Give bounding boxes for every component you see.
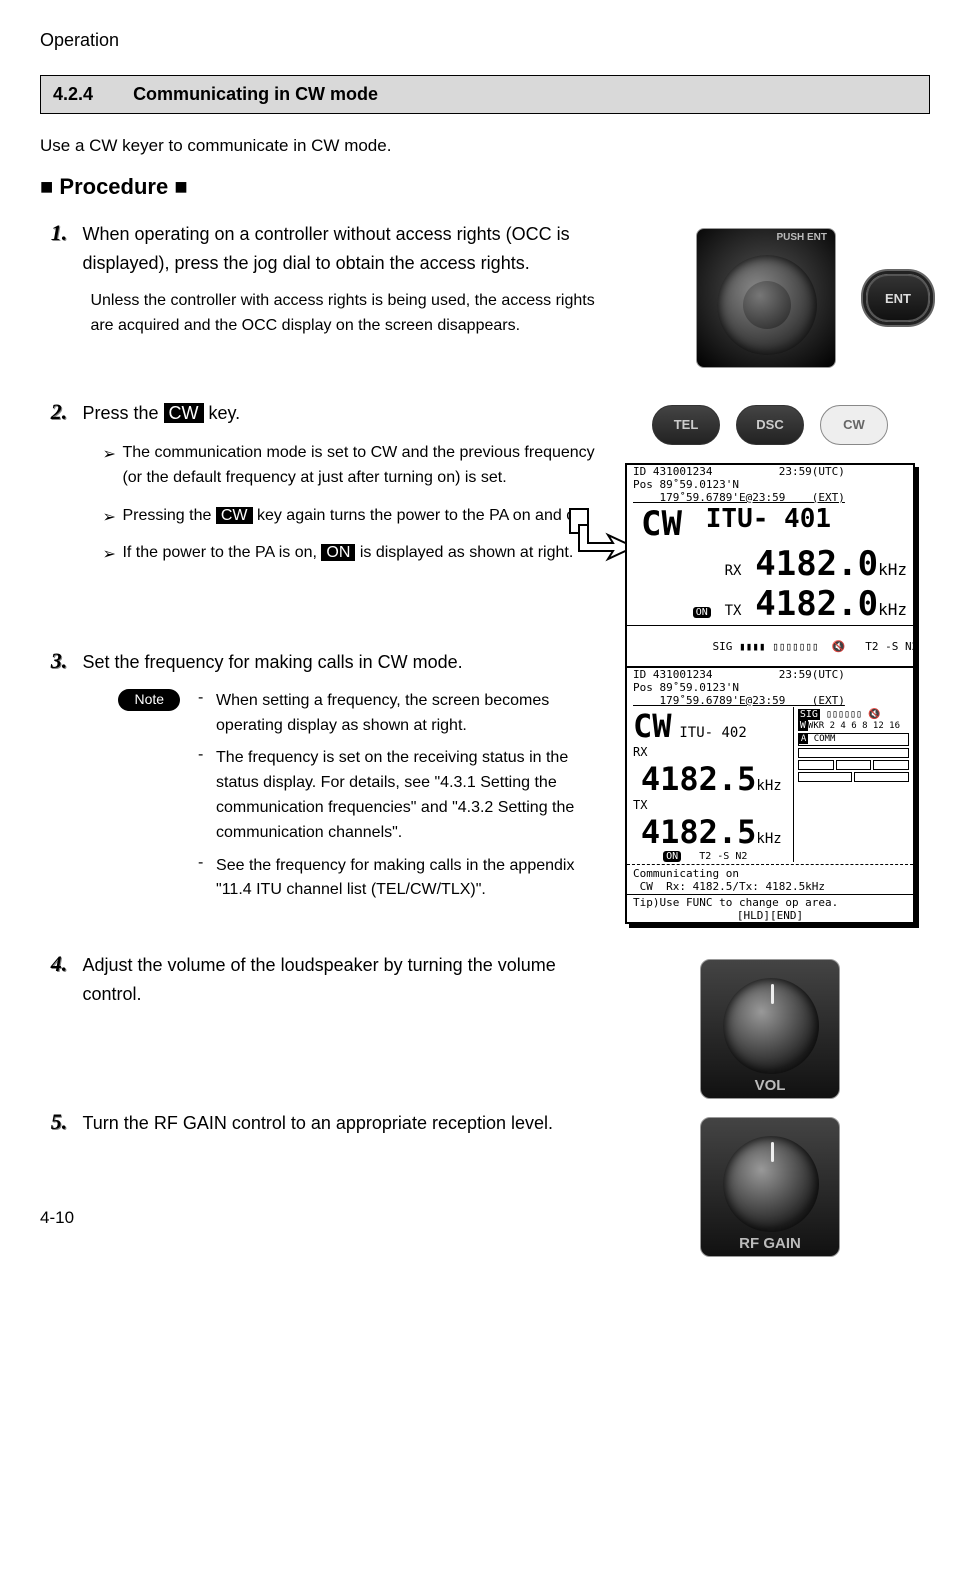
chevron-right-icon: ➢ xyxy=(102,442,115,468)
rfgain-knob: RF GAIN xyxy=(700,1117,840,1257)
tip-label: Tip)Use FUNC to change op area. xyxy=(627,896,913,909)
step-number: 2. xyxy=(40,399,78,425)
chevron-right-icon: ➢ xyxy=(102,505,115,531)
intro-text: Use a CW keyer to communicate in CW mode… xyxy=(40,136,930,156)
text: is displayed as shown at right. xyxy=(355,544,573,561)
text: Press the xyxy=(82,403,163,423)
step-number: 3. xyxy=(40,648,78,674)
step-3: 3. Set the frequency for making calls in… xyxy=(40,648,930,911)
text: If the power to the PA is on, xyxy=(122,544,321,561)
step-number: 5. xyxy=(40,1109,78,1135)
khz-label: kHz xyxy=(756,778,781,794)
lcd-itu: ITU- 402 xyxy=(679,725,746,741)
step2-bullet: ➢ If the power to the PA is on, ON is di… xyxy=(102,540,602,566)
chevron-right-icon: ➢ xyxy=(102,542,115,568)
lcd-pos-row: Pos 89˚59.0123'N xyxy=(627,681,913,694)
step5-main: Turn the RF GAIN control to an appropria… xyxy=(82,1109,602,1138)
on-key-label: ON xyxy=(321,544,355,561)
text: The communication mode is set to CW and … xyxy=(122,444,594,487)
note1: When setting a frequency, the screen bec… xyxy=(216,689,602,739)
on-pill: ON xyxy=(663,851,681,862)
divider xyxy=(627,864,913,865)
rx-value: 4182.0 xyxy=(755,544,878,584)
step1-sub: Unless the controller with access rights… xyxy=(90,288,602,339)
step-number: 4. xyxy=(40,951,78,977)
cw-key-label: CW xyxy=(164,403,204,423)
push-ent-label: PUSH ENT xyxy=(776,232,827,243)
step2-bullet: ➢ Pressing the CW key again turns the po… xyxy=(102,503,602,529)
dash-icon: - xyxy=(198,746,216,845)
lcd-pos-row2: 179˚59.6789'E@23:59 (EXT) xyxy=(627,491,913,504)
sig-label: SIG xyxy=(798,709,820,720)
figure-step1: PUSH ENT ENT xyxy=(610,220,930,368)
note3: See the frequency for making calls in th… xyxy=(216,854,602,904)
cw-button: CW xyxy=(820,405,888,445)
vol-label: VOL xyxy=(701,1077,839,1094)
step-2: 2. Press the CW key. ➢ The communication… xyxy=(40,399,930,578)
step3-main: Set the frequency for making calls in CW… xyxy=(82,648,602,677)
figure-step5: RF GAIN xyxy=(610,1109,930,1257)
dsc-button: DSC xyxy=(736,405,804,445)
vol-knob: VOL xyxy=(700,959,840,1099)
tx-label: TX xyxy=(633,798,647,812)
cw-key-label: CW xyxy=(216,507,253,524)
step2-main: Press the CW key. xyxy=(82,399,602,428)
step1-main: When operating on a controller without a… xyxy=(82,220,602,278)
lcd-pos-row: Pos 89˚59.0123'N xyxy=(627,478,913,491)
tx-value: 4182.5 xyxy=(641,813,757,851)
manual-page: Operation 4.2.4 Communicating in CW mode… xyxy=(0,0,970,1258)
dash-icon: - xyxy=(198,854,216,904)
note-label: Note xyxy=(118,689,180,711)
text: Pressing the xyxy=(122,507,215,524)
jog-dial-icon xyxy=(717,255,817,355)
page-number: 4-10 xyxy=(40,1208,74,1228)
khz-label: kHz xyxy=(878,560,907,579)
step4-main: Adjust the volume of the loudspeaker by … xyxy=(82,951,602,1009)
ent-button: ENT xyxy=(866,274,930,322)
text: key. xyxy=(204,403,241,423)
lcd-id-row: ID 431001234 23:59(UTC) xyxy=(627,668,913,681)
page-header: Operation xyxy=(40,30,930,51)
note2: The frequency is set on the receiving st… xyxy=(216,746,602,845)
push-ent-knob: PUSH ENT xyxy=(696,228,836,368)
rx-label: RX xyxy=(633,745,647,759)
rfgain-label: RF GAIN xyxy=(701,1235,839,1252)
figure-step4: VOL xyxy=(610,951,930,1099)
lcd-pos-row2: 179˚59.6789'E@23:59 (EXT) xyxy=(627,694,913,707)
lcd-display-2: ID 431001234 23:59(UTC) Pos 89˚59.0123'N… xyxy=(625,666,915,924)
rx-label: RX xyxy=(719,563,748,579)
wkr-bands: WKR 2 4 6 8 12 16 xyxy=(808,721,900,731)
lcd-itu: ITU- 401 xyxy=(690,504,831,534)
section-title: Communicating in CW mode xyxy=(133,84,378,104)
hld-end-label: [HLD][END] xyxy=(627,909,913,922)
comm-detail: CW Rx: 4182.5/Tx: 4182.5kHz xyxy=(627,880,913,893)
text: key again turns the power to the PA on a… xyxy=(253,507,589,524)
step-4: 4. Adjust the volume of the loudspeaker … xyxy=(40,951,930,1019)
lcd-id-row: ID 431001234 23:59(UTC) xyxy=(627,465,913,478)
lcd-mode: CW xyxy=(633,707,672,745)
step2-bullet: ➢ The communication mode is set to CW an… xyxy=(102,440,602,491)
section-number: 4.2.4 xyxy=(53,84,93,104)
dash-icon: - xyxy=(198,689,216,739)
comm-label: Communicating on xyxy=(627,867,913,880)
step-1: 1. When operating on a controller withou… xyxy=(40,220,930,349)
on-pill: ON xyxy=(693,607,711,618)
section-header: 4.2.4 Communicating in CW mode xyxy=(40,75,930,114)
khz-label: kHz xyxy=(878,600,907,619)
procedure-heading: ■ Procedure ■ xyxy=(40,174,930,200)
figure-step3: ID 431001234 23:59(UTC) Pos 89˚59.0123'N… xyxy=(610,648,930,924)
wkr-label: W xyxy=(798,720,808,731)
khz-label: kHz xyxy=(756,831,781,847)
acomm-label: A xyxy=(799,734,808,744)
step-number: 1. xyxy=(40,220,78,246)
tel-button: TEL xyxy=(652,405,720,445)
rx-value: 4182.5 xyxy=(641,760,757,798)
tx-value: 4182.0 xyxy=(755,584,878,624)
step-5: 5. Turn the RF GAIN control to an approp… xyxy=(40,1109,930,1148)
tx-label: TX xyxy=(719,603,748,619)
lcd-mode: CW xyxy=(633,504,682,544)
rfgain-dial-icon xyxy=(723,1136,819,1232)
vol-dial-icon xyxy=(723,978,819,1074)
